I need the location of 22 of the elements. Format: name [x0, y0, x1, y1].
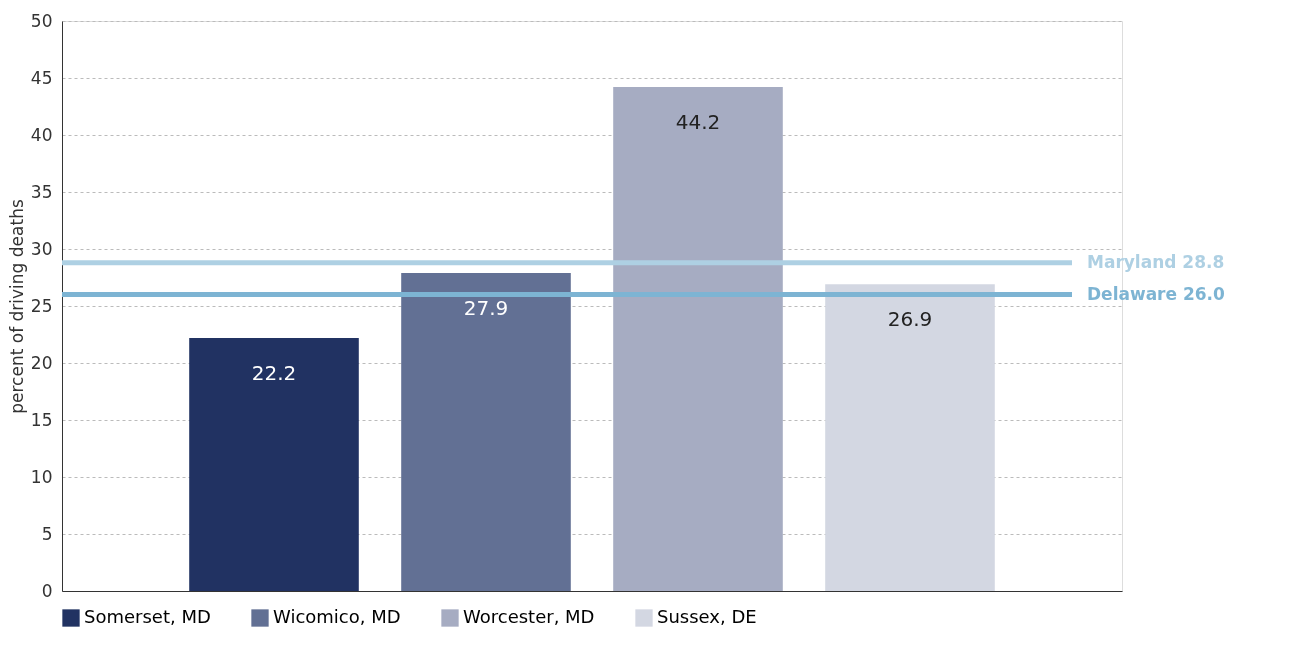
y-tick-label: 20	[30, 352, 53, 373]
data-label: 22.2	[251, 360, 297, 385]
y-tick-label: 35	[30, 181, 53, 202]
legend-label: Worcester, MD	[463, 606, 595, 627]
data-label: 27.9	[463, 295, 509, 320]
y-tick-label: 25	[30, 295, 53, 316]
y-tick-label: 50	[30, 10, 53, 31]
ref-line-label: Maryland 28.8	[1087, 251, 1225, 272]
ref-line-label: Delaware 26.0	[1087, 283, 1226, 304]
y-axis-title: percent of driving deaths	[6, 199, 27, 414]
y-tick-label: 15	[30, 409, 53, 430]
y-tick-label: 5	[41, 523, 53, 544]
y-tick-label: 10	[30, 466, 53, 487]
y-tick-label: 40	[30, 124, 53, 145]
data-label: 44.2	[675, 110, 721, 135]
legend-label: Sussex, DE	[657, 606, 757, 627]
legend-label: Somerset, MD	[84, 606, 211, 627]
legend-label: Wicomico, MD	[273, 606, 401, 627]
y-tick-label: 30	[30, 238, 53, 259]
y-tick-label: 45	[30, 67, 53, 88]
data-label: 26.9	[887, 307, 933, 332]
y-tick-label: 0	[41, 580, 53, 601]
